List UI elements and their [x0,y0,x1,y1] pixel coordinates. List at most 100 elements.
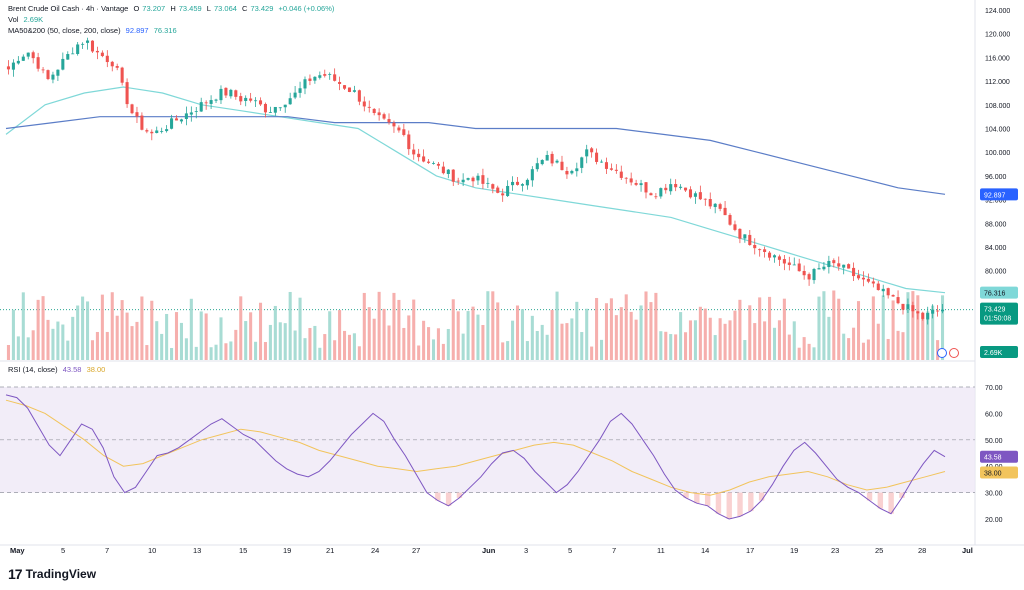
volume-bar [81,296,85,360]
volume-bar [856,301,861,360]
volume-bar [333,340,337,360]
flag-event-icon [949,348,959,358]
candle-body [777,256,781,260]
candle-body [807,274,811,280]
candle-body [298,88,302,93]
volume-bar [580,332,584,360]
volume-bar [372,318,376,360]
candle-body [135,112,139,117]
volume-bar [174,312,179,360]
volume-bar [86,301,90,360]
candle-body [535,163,539,170]
time-tick-label: 3 [524,546,528,555]
volume-bar [392,292,396,360]
volume-bar [659,331,663,360]
rsi-oversold-fill [435,492,441,501]
volume-bar [916,295,920,360]
volume-bar [906,292,910,360]
candle-body [382,114,386,119]
rsi-label: RSI (14, close) [8,365,58,374]
candle-body [832,260,836,264]
volume-bar [258,302,263,360]
volume-bar [896,330,900,360]
symbol-legend[interactable]: Brent Crude Oil Cash · 4h · Vantage O 73.… [8,4,335,13]
volume-bar [41,296,45,360]
volume-bar [476,314,480,360]
volume-bar [881,295,885,360]
volume-label: Vol [8,15,19,24]
volume-tag: 2.69K [984,350,1003,357]
rsi-legend[interactable]: RSI (14, close) 43.58 38.00 [8,364,108,375]
time-tick-label: 11 [657,546,665,555]
volume-bar [244,321,248,360]
candle-body [812,268,816,281]
candle-body [940,309,945,312]
rsi-pane [0,386,975,520]
volume-bar [782,298,786,360]
candle-body [595,152,599,162]
volume-bar [669,334,673,360]
price-candles[interactable] [6,37,945,325]
candle-body [520,184,524,186]
candle-body [343,85,347,89]
candle-body [703,198,707,200]
candle-body [362,101,366,107]
volume-bar [674,334,678,360]
volume-bar [313,325,317,360]
volume-bar [209,347,213,360]
candle-body [11,62,15,70]
volume-bar [525,341,529,360]
volume-bar [61,324,65,360]
candle-body [244,97,248,101]
ma200-price-tag-bg [980,188,1018,201]
candle-body [693,193,697,197]
volume-bar [377,291,381,360]
volume-bar [797,347,801,360]
candle-body [461,179,465,183]
ma-legend[interactable]: MA50&200 (50, close, 200, close) 92.897 … [8,25,180,36]
rsi-value-tag: 43.58 [984,455,1002,462]
candle-body [817,268,821,270]
tradingview-brand[interactable]: 17 TradingView [8,566,96,582]
volume-bar [733,310,737,360]
candle-body [792,264,796,266]
volume-legend[interactable]: Vol 2.69K [8,14,46,25]
volume-bar [249,312,253,360]
volume-bar [120,300,124,360]
volume-bar [940,295,945,360]
volume-bar [891,300,895,360]
rsi-oversold-fill [899,492,905,498]
candle-body [239,96,243,102]
volume-bar [268,324,272,360]
time-tick-label: 15 [239,546,247,555]
rsi-oversold-fill [694,492,700,504]
close-value: 73.429 [250,4,274,13]
volume-bar [708,317,712,360]
volume-bar [254,341,258,360]
candle-body [916,311,920,314]
time-tick-label: 27 [412,546,420,555]
volume-bar [298,297,302,360]
candle-body [674,184,678,188]
volume-bar [6,344,11,360]
candle-body [881,288,885,292]
volume-bar [105,331,109,360]
candle-body [451,169,455,182]
volume-bar [471,306,475,360]
time-tick-label: 25 [875,546,883,555]
candle-body [540,160,544,165]
candle-body [866,278,870,282]
candle-body [56,69,60,76]
price-axis[interactable]: 124.000 120.000 116.000 112.000 108.000 104.0… [980,8,1018,524]
rsi-tick-label: 60.00 [985,411,1003,418]
candle-body [743,234,747,239]
volume-bar [328,311,332,360]
volume-bar [76,305,80,360]
rsi-oversold-fill [866,492,873,501]
time-axis[interactable]: May 5 7 10 13 15 19 21 24 27 Jun 3 5 7 11 14 17 19 23 25 28 J… [10,546,973,555]
candle-body [392,122,396,127]
candle-body [189,112,193,115]
candle-body [708,199,712,207]
volume-bar [609,298,613,360]
flash-event-icon [937,348,947,358]
